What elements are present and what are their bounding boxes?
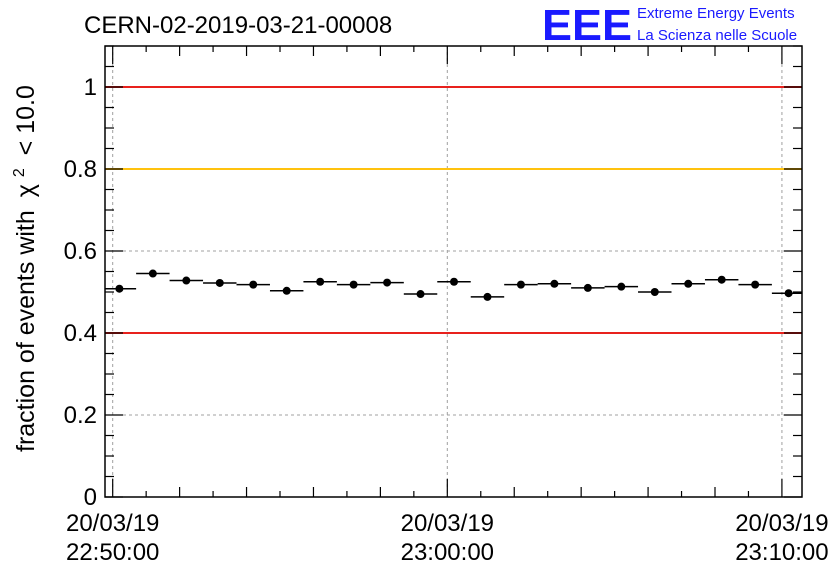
data-point	[215, 278, 224, 287]
x-tick-label-time: 23:00:00	[401, 539, 494, 566]
data-point	[516, 280, 525, 289]
logo-line-2: La Scienza nelle Scuole	[637, 27, 797, 44]
grid-layer	[105, 46, 802, 497]
tick-labels: 00.20.40.60.8120/03/1922:50:0020/03/1923…	[64, 74, 829, 566]
data-point	[617, 282, 626, 291]
data-point	[717, 275, 726, 284]
plot-border	[104, 45, 803, 498]
y-tick-label: 0.6	[64, 238, 97, 265]
y-axis-title-suffix: < 10.0	[12, 85, 40, 155]
data-point	[784, 289, 793, 298]
axis-ticks	[105, 45, 802, 498]
data-point	[550, 279, 559, 288]
data-point	[450, 277, 459, 286]
data-points	[105, 269, 802, 301]
y-axis-title-text: fraction of events with	[12, 210, 40, 452]
chart-title: CERN-02-2019-03-21-00008	[84, 12, 392, 39]
x-tick-label-time: 22:50:00	[66, 539, 159, 566]
data-point	[182, 276, 191, 285]
eee-logo: EEE Extreme Energy Events La Scienza nel…	[542, 1, 797, 50]
x-tick-label-date: 20/03/19	[66, 510, 159, 537]
data-point	[383, 278, 392, 287]
y-axis-title: fraction of events with χ 2 < 10.0	[2, 85, 40, 452]
data-point	[249, 280, 258, 289]
data-point	[583, 283, 592, 292]
y-tick-label: 0.4	[64, 320, 97, 347]
plot-frame	[104, 45, 803, 498]
y-axis-title-symbol: χ	[12, 184, 40, 197]
data-point	[751, 280, 760, 289]
data-point	[483, 292, 492, 301]
data-point	[349, 280, 358, 289]
x-tick-label-time: 23:10:00	[735, 539, 828, 566]
y-axis-title-superscript: 2	[11, 168, 28, 177]
x-tick-label-date: 20/03/19	[401, 510, 494, 537]
data-point	[282, 286, 291, 295]
reference-lines	[105, 86, 802, 334]
data-point	[684, 279, 693, 288]
data-point	[148, 269, 157, 278]
data-point	[316, 277, 325, 286]
logo-mark: EEE	[542, 1, 632, 50]
y-tick-label: 1	[84, 74, 97, 101]
logo-line-1: Extreme Energy Events	[637, 5, 795, 22]
x-tick-label-date: 20/03/19	[735, 510, 828, 537]
y-tick-label: 0.8	[64, 156, 97, 183]
data-point	[416, 290, 425, 299]
y-tick-label: 0.2	[64, 402, 97, 429]
data-point	[650, 288, 659, 296]
y-tick-label: 0	[84, 484, 97, 511]
data-point	[115, 284, 124, 293]
